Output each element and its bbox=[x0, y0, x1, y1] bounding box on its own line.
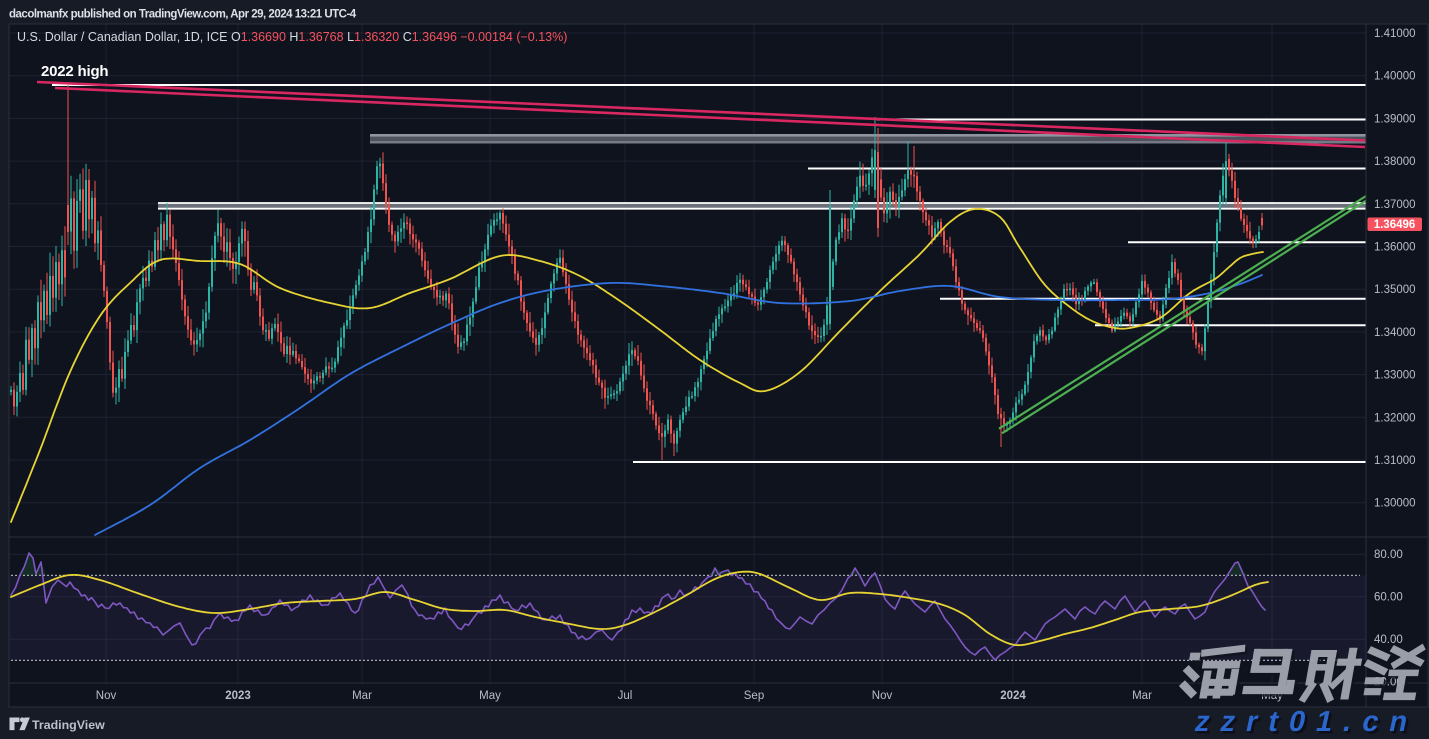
svg-text:zzrt01.cn: zzrt01.cn bbox=[1192, 705, 1422, 738]
svg-text:May: May bbox=[479, 690, 501, 702]
svg-text:1.36000: 1.36000 bbox=[1374, 242, 1416, 254]
svg-text:1.38000: 1.38000 bbox=[1374, 156, 1416, 168]
svg-text:1.37000: 1.37000 bbox=[1374, 199, 1416, 211]
svg-text:2022 high: 2022 high bbox=[41, 63, 108, 80]
svg-text:dacolmanfx published on Tradin: dacolmanfx published on TradingView.com,… bbox=[9, 9, 357, 21]
svg-text:Nov: Nov bbox=[96, 690, 117, 702]
svg-text:60.00: 60.00 bbox=[1374, 592, 1403, 604]
svg-text:1.33000: 1.33000 bbox=[1374, 370, 1416, 382]
svg-text:U.S. Dollar / Canadian Dollar,: U.S. Dollar / Canadian Dollar, 1D, ICE O… bbox=[17, 30, 567, 44]
svg-text:1.35000: 1.35000 bbox=[1374, 284, 1416, 296]
svg-text:Mar: Mar bbox=[352, 690, 372, 702]
svg-text:zzrt01.cn: zzrt01.cn bbox=[1195, 708, 1425, 739]
svg-text:1.41000: 1.41000 bbox=[1374, 28, 1416, 40]
svg-text:Nov: Nov bbox=[872, 690, 893, 702]
svg-text:1.36496: 1.36496 bbox=[1374, 219, 1416, 231]
svg-text:1.30000: 1.30000 bbox=[1374, 498, 1416, 510]
svg-text:Sep: Sep bbox=[744, 690, 764, 702]
svg-text:80.00: 80.00 bbox=[1374, 549, 1403, 561]
svg-text:2023: 2023 bbox=[225, 690, 251, 702]
svg-text:1.39000: 1.39000 bbox=[1374, 113, 1416, 125]
svg-text:Mar: Mar bbox=[1132, 690, 1152, 702]
svg-text:1.31000: 1.31000 bbox=[1374, 455, 1416, 467]
svg-text:1.40000: 1.40000 bbox=[1374, 71, 1416, 83]
svg-text:1.34000: 1.34000 bbox=[1374, 327, 1416, 339]
svg-text:1.32000: 1.32000 bbox=[1374, 412, 1416, 424]
svg-text:Jul: Jul bbox=[618, 690, 633, 702]
svg-text:40.00: 40.00 bbox=[1374, 634, 1403, 646]
svg-text:2024: 2024 bbox=[1000, 690, 1026, 702]
svg-text:TradingView: TradingView bbox=[32, 718, 105, 732]
